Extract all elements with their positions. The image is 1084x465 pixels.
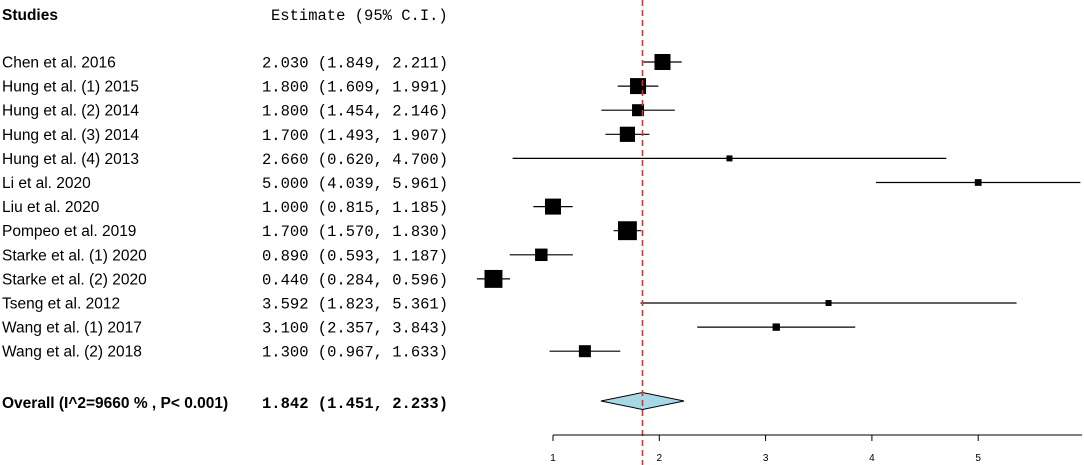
study-estimate-text: 3.592 (1.823, 5.361)	[262, 296, 448, 314]
plot-area	[476, 0, 1081, 465]
study-name: Starke et al. (1) 2020	[2, 247, 147, 264]
x-tick-label: 2	[657, 453, 663, 464]
study-estimate-text: 1.800 (1.454, 2.146)	[262, 103, 448, 121]
study-estimate-text: 3.100 (2.357, 3.843)	[262, 320, 448, 338]
study-name: Li et al. 2020	[2, 175, 91, 192]
study-name: Starke et al. (2) 2020	[2, 271, 147, 288]
study-name: Hung et al. (3) 2014	[2, 127, 139, 144]
overall-label: Overall (I^2=9660 % , P< 0.001)	[2, 395, 228, 412]
estimate-box	[484, 269, 503, 288]
estimate-box	[545, 198, 561, 215]
x-tick-label: 1	[550, 453, 556, 464]
study-name: Liu et al. 2020	[2, 199, 100, 216]
estimate-box	[630, 78, 647, 95]
estimate-box	[726, 155, 733, 162]
study-name: Pompeo et al. 2019	[2, 223, 136, 240]
estimate-box	[619, 126, 636, 142]
x-tick-label: 4	[869, 453, 875, 464]
study-name: Hung et al. (4) 2013	[2, 151, 139, 168]
study-estimate-text: 2.660 (0.620, 4.700)	[262, 151, 448, 169]
study-estimate-text: 5.000 (4.039, 5.961)	[262, 175, 448, 193]
estimate-box	[654, 54, 671, 70]
study-name: Tseng et al. 2012	[2, 296, 120, 313]
study-name: Hung et al. (1) 2015	[2, 79, 139, 96]
estimate-header: Estimate (95% C.I.)	[271, 7, 448, 25]
study-estimate-text: 0.440 (0.284, 0.596)	[262, 271, 448, 289]
overall-estimate: 1.842 (1.451, 2.233)	[262, 395, 448, 413]
study-name: Chen et al. 2016	[2, 55, 116, 72]
study-estimate-text: 1.700 (1.493, 1.907)	[262, 127, 448, 145]
estimate-box	[825, 300, 832, 306]
estimate-box	[632, 104, 645, 117]
estimate-box	[974, 179, 982, 186]
study-estimate-text: 0.890 (0.593, 1.187)	[262, 247, 448, 265]
study-estimate-text: 1.700 (1.570, 1.830)	[262, 223, 448, 241]
study-estimate-text: 1.000 (0.815, 1.185)	[262, 199, 448, 217]
x-tick-label: 5	[975, 453, 981, 464]
study-name: Wang et al. (1) 2017	[2, 320, 142, 337]
study-name: Wang et al. (2) 2018	[2, 344, 142, 361]
study-estimate-text: 1.300 (0.967, 1.633)	[262, 344, 448, 362]
estimate-box	[578, 345, 591, 358]
study-name: Hung et al. (2) 2014	[2, 103, 139, 120]
studies-header: Studies	[2, 7, 58, 24]
estimate-box	[772, 323, 780, 331]
estimate-box	[535, 248, 548, 262]
x-axis: 1 2 3 4 5	[550, 434, 1082, 464]
study-rows: Chen et al. 2016 2.030 (1.849, 2.211) Hung…	[2, 55, 448, 362]
study-estimate-text: 2.030 (1.849, 2.211)	[262, 55, 448, 73]
estimate-box	[617, 221, 637, 241]
study-estimate-text: 1.800 (1.609, 1.991)	[262, 79, 448, 97]
x-tick-label: 3	[763, 453, 769, 464]
